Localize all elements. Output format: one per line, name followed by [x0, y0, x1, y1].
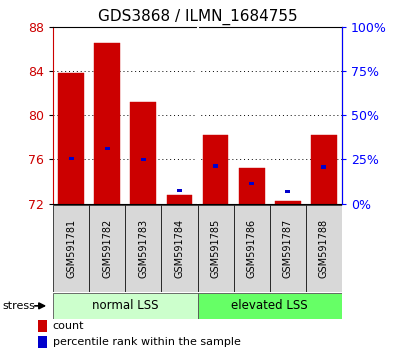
Bar — [270, 205, 306, 292]
Bar — [198, 293, 342, 319]
Bar — [38, 320, 47, 332]
Bar — [167, 195, 192, 204]
Bar — [203, 135, 228, 204]
Text: GSM591782: GSM591782 — [102, 219, 113, 278]
Bar — [239, 168, 265, 204]
Text: normal LSS: normal LSS — [92, 299, 159, 312]
Bar — [311, 135, 337, 204]
Text: GSM591781: GSM591781 — [66, 219, 76, 278]
Bar — [249, 182, 254, 185]
Bar — [233, 205, 270, 292]
Bar — [162, 205, 198, 292]
Text: GSM591787: GSM591787 — [282, 219, 293, 278]
Text: count: count — [53, 321, 84, 331]
Bar — [306, 205, 342, 292]
Bar — [58, 73, 84, 204]
Bar — [94, 43, 120, 204]
Bar — [69, 156, 74, 160]
Text: GSM591788: GSM591788 — [319, 219, 329, 278]
Text: GSM591786: GSM591786 — [246, 219, 257, 278]
Text: GSM591784: GSM591784 — [175, 219, 184, 278]
Bar — [285, 190, 290, 193]
Text: elevated LSS: elevated LSS — [231, 299, 308, 312]
Bar — [126, 205, 162, 292]
Bar — [141, 158, 146, 161]
Text: stress: stress — [2, 301, 35, 311]
Text: GSM591785: GSM591785 — [211, 219, 220, 278]
Bar — [53, 293, 198, 319]
Text: GDS3868 / ILMN_1684755: GDS3868 / ILMN_1684755 — [98, 9, 297, 25]
Text: percentile rank within the sample: percentile rank within the sample — [53, 337, 241, 347]
Bar — [38, 336, 47, 348]
Bar — [130, 102, 156, 204]
Bar — [89, 205, 126, 292]
Bar — [177, 189, 182, 192]
Bar — [275, 201, 301, 204]
Bar — [53, 205, 89, 292]
Bar — [213, 164, 218, 167]
Bar — [105, 147, 110, 150]
Text: GSM591783: GSM591783 — [138, 219, 149, 278]
Bar — [198, 205, 233, 292]
Bar — [321, 165, 326, 169]
